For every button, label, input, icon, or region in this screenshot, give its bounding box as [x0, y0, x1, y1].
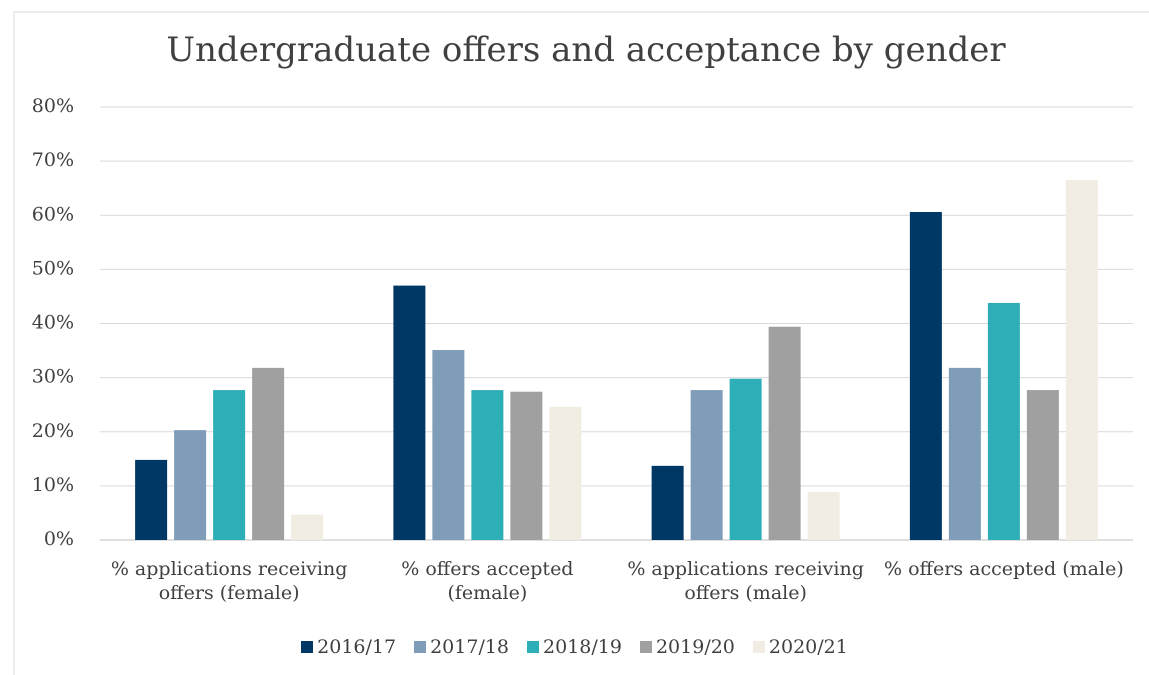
bar — [213, 390, 246, 540]
chart-title: Undergraduate offers and acceptance by g… — [166, 30, 1006, 70]
bar — [393, 285, 426, 540]
x-tick-label: % offers accepted (male) — [884, 558, 1124, 580]
bar — [807, 491, 840, 540]
bar — [1065, 180, 1098, 540]
legend-item: 2018/19 — [527, 636, 622, 658]
legend-item: 2016/17 — [301, 636, 396, 658]
bar — [174, 430, 207, 540]
y-tick-label: 0% — [44, 528, 74, 550]
legend-swatch — [414, 641, 427, 653]
bar — [651, 465, 684, 540]
x-tick-label: % offers accepted (female) — [401, 558, 574, 604]
bar — [948, 367, 981, 540]
bar — [987, 302, 1020, 540]
legend: 2016/17 2017/18 2018/19 2019/20 2020/21 — [0, 636, 1149, 658]
bar — [729, 378, 762, 540]
legend-swatch — [301, 641, 314, 653]
y-tick-label: 60% — [32, 203, 74, 225]
y-tick-label: 30% — [32, 366, 74, 388]
legend-label: 2017/18 — [430, 636, 510, 658]
legend-label: 2016/17 — [317, 636, 397, 658]
bar — [471, 390, 504, 540]
legend-swatch — [639, 641, 652, 653]
legend-item: 2019/20 — [639, 636, 735, 658]
y-tick-label: 70% — [32, 149, 74, 171]
y-tick-label: 40% — [32, 312, 74, 334]
x-tick-label: % applications receiving offers (male) — [627, 558, 864, 604]
y-tick-label: 80% — [32, 95, 74, 117]
bar — [135, 459, 168, 540]
legend-label: 2019/20 — [655, 636, 735, 658]
legend-swatch — [752, 641, 765, 653]
legend-item: 2017/18 — [414, 636, 509, 658]
x-tick-label: % applications receiving offers (female) — [110, 558, 348, 604]
y-tick-label: 10% — [32, 474, 74, 496]
bar — [549, 406, 582, 540]
chart-frame — [13, 11, 1149, 675]
bar — [291, 514, 324, 540]
legend-label: 2020/21 — [768, 636, 848, 658]
bar — [690, 390, 723, 540]
bar — [252, 367, 285, 540]
legend-item: 2020/21 — [752, 636, 848, 658]
bar — [768, 326, 801, 540]
legend-swatch — [527, 641, 540, 653]
y-tick-label: 20% — [32, 420, 74, 442]
bar — [510, 391, 543, 540]
bar — [432, 350, 465, 540]
legend-label: 2018/19 — [543, 636, 622, 658]
bar — [1026, 390, 1059, 540]
y-tick-label: 50% — [32, 257, 74, 279]
bar — [909, 212, 942, 540]
